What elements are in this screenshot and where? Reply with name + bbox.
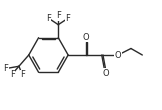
Text: F: F [56,11,61,20]
Text: F: F [20,70,25,79]
Text: F: F [10,70,15,79]
Text: O: O [82,32,89,41]
Text: F: F [46,14,51,23]
Text: O: O [102,69,109,78]
Text: O: O [115,50,121,60]
Text: F: F [3,64,8,73]
Text: F: F [65,14,70,23]
